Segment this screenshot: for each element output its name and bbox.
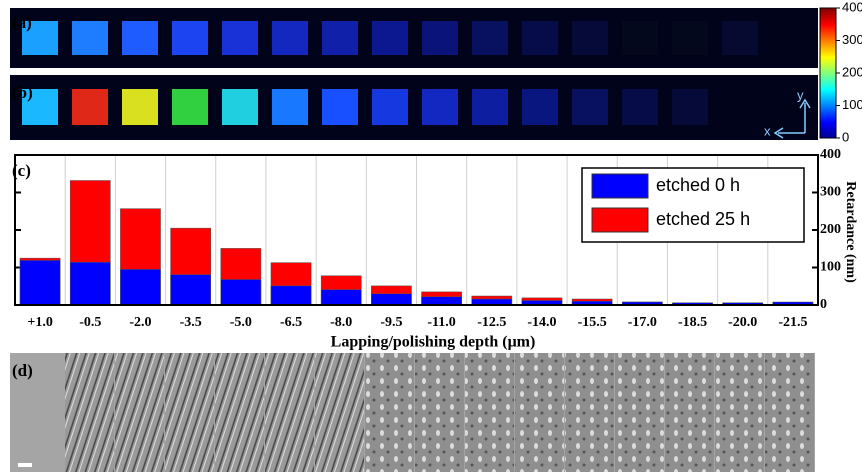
plot-frame [14,154,819,306]
bar [69,262,111,306]
map-square [472,89,508,125]
map-square [172,21,208,55]
bar [270,285,312,306]
map-square [322,89,358,125]
y-tick-label: 400 [820,147,841,162]
sem-image [365,353,414,472]
sem-image [565,353,614,472]
map-square [222,89,258,125]
bar [120,269,161,306]
panel-d-sem [10,353,815,472]
bar [19,260,61,306]
x-tick-label: -5.0 [230,315,252,330]
panel-label: (c) [12,161,31,180]
map-square [372,89,408,125]
map-square [572,21,608,55]
map-square [622,89,658,125]
x-tick-label: -6.5 [280,315,302,330]
bar [421,296,462,306]
panel-label: (d) [12,361,33,380]
bar [220,279,262,306]
y-tick-label: 300 [820,185,841,200]
sem-image [465,353,514,472]
x-tick-label: -9.5 [380,315,402,330]
sem-image [165,353,214,472]
x-arrow-label: x [764,123,771,138]
y-arrow-label: y [797,87,804,102]
sem-image [515,353,564,472]
legend-label: etched 25 h [656,209,750,229]
x-tick-label: -18.5 [678,315,707,330]
x-tick-label: -11.0 [427,315,455,330]
map-square [522,89,558,125]
map-square [22,89,58,125]
map-square [522,21,558,55]
map-square [372,21,408,55]
map-square [72,89,108,125]
x-tick-label: -20.0 [728,315,757,330]
sem-image [615,353,664,472]
x-tick-label: -14.0 [527,315,556,330]
colorbar-tick-label: 400 [842,0,862,14]
map-square [272,89,308,125]
sem-image [115,353,164,472]
map-square [622,21,658,55]
bar [371,293,412,306]
map-square [422,21,458,55]
panel-label: (a) [12,13,32,32]
legend-swatch [591,207,649,233]
map-square [322,21,358,55]
map-square [572,89,608,125]
y-tick-label: 200 [820,222,841,237]
x-tick-label: -8.0 [330,315,352,330]
x-tick-label: -12.5 [477,315,506,330]
x-tick-label: +1.0 [27,315,52,330]
sem-image [315,353,364,472]
panel-label: (b) [12,83,33,102]
y-tick-label: 0 [820,297,827,312]
x-tick-label: -15.5 [578,315,607,330]
map-square [122,89,158,125]
x-tick-label: -2.0 [129,315,151,330]
bar [320,289,362,306]
sem-image [215,353,264,472]
legend-label: etched 0 h [656,175,740,195]
map-square [672,21,708,55]
y-tick-label: 100 [820,260,841,275]
panel-a-map [10,8,818,68]
sem-image [415,353,464,472]
map-square [72,21,108,55]
map-square [22,21,58,55]
x-tick-label: -21.5 [778,315,807,330]
bar [170,274,211,306]
sem-image [765,353,814,472]
scale-bar [18,463,32,467]
x-tick-label: -3.5 [180,315,202,330]
x-tick-label: -17.0 [628,315,657,330]
map-square [172,89,208,125]
axis-arrows: y x [764,87,811,139]
x-tick-label: -0.5 [79,315,101,330]
colorbar-tick-label: 100 [842,97,862,112]
colorbar [819,7,837,139]
map-square [472,21,508,55]
y-axis-label: Retardance (nm) [843,181,858,283]
colorbar-tick-label: 200 [842,64,862,79]
map-square [722,21,758,55]
colorbar-tick-label: 300 [842,32,862,47]
map-square [422,89,458,125]
sem-image [665,353,714,472]
colorbar-tick-label: 0 [842,129,849,144]
map-square [272,21,308,55]
sem-image [715,353,764,472]
x-axis-label: Lapping/polishing depth (μm) [331,334,536,351]
panel-b-map [10,75,818,140]
map-square [222,21,258,55]
legend-swatch [591,173,649,199]
sem-image [65,353,114,472]
map-square [672,89,708,125]
sem-image [265,353,314,472]
map-square [122,21,158,55]
